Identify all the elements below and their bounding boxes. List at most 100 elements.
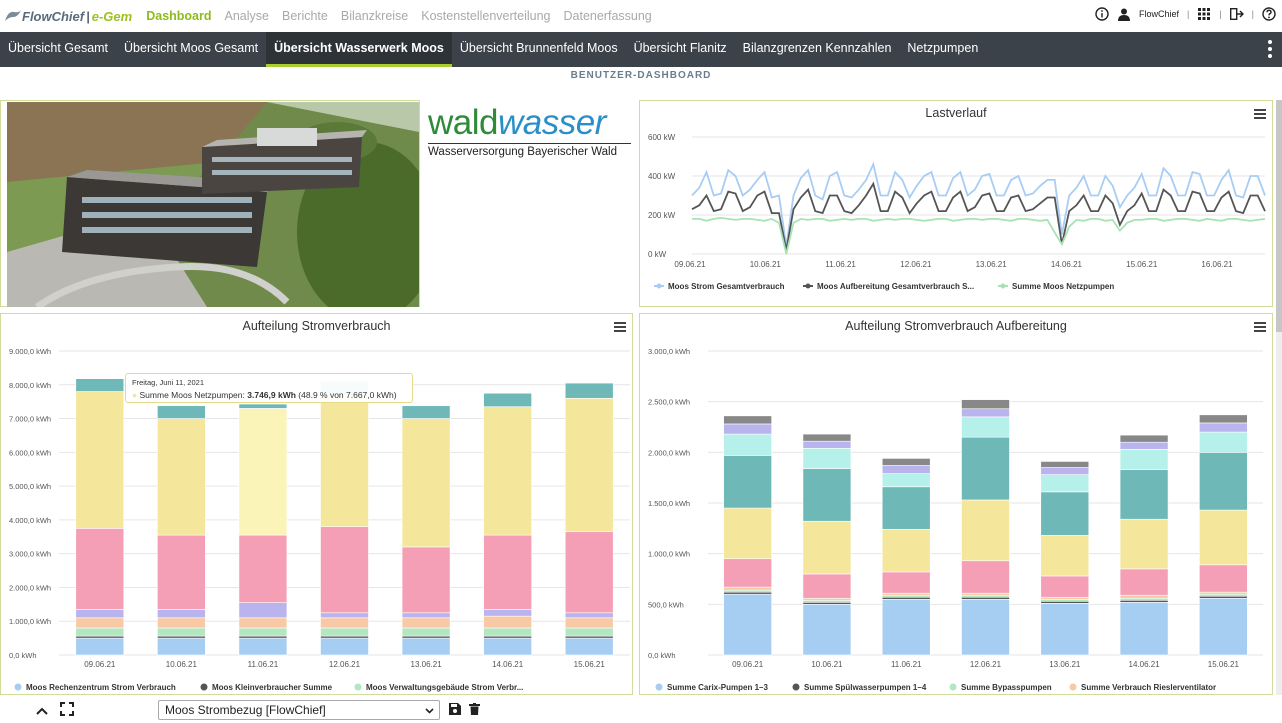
legend-marker (655, 683, 663, 691)
bar-segment (401, 612, 451, 619)
bar-segment (1199, 452, 1248, 511)
bar-segment (1119, 602, 1169, 656)
bar-segment (238, 635, 288, 639)
logout-icon[interactable] (1229, 7, 1244, 21)
chart-menu-icon[interactable] (1254, 109, 1266, 121)
lastverlauf-chart: 600 kW 400 kW 200 kW 0 kW 09.06.21 10.06.21 11… (648, 133, 1266, 291)
y-tick-label: 2.000,0 kWh (9, 583, 51, 592)
top-nav: Dashboard Analyse Berichte Bilanzkreise … (146, 9, 665, 23)
legend-label: Moos Strom Gesamtverbrauch (668, 282, 785, 291)
bar-segment (723, 423, 772, 435)
bar-segment (1119, 599, 1169, 603)
bar-segment (1040, 603, 1090, 656)
bar-segment (881, 458, 931, 466)
tab-uebersicht-flanitz[interactable]: Übersicht Flanitz (633, 41, 727, 55)
y-tick-label: 4.000,0 kWh (9, 516, 51, 525)
x-tick-label: 15.06.21 (1208, 660, 1240, 669)
bar-segment (723, 507, 772, 560)
bar-segment (961, 399, 1010, 410)
stromverbrauch-title: Aufteilung Stromverbrauch (242, 319, 391, 333)
aufbereitung-chart: 3.000,0 kWh 2.500,0 kWh 2.000,0 kWh 1.500,0… (648, 347, 1263, 692)
chart-menu-icon[interactable] (614, 322, 626, 334)
legend-label: Moos Verwaltungsgebäude Strom Verbr... (366, 683, 523, 692)
bar-segment (802, 573, 852, 599)
bar-segment (401, 617, 451, 629)
aufbereitung-title: Aufteilung Stromverbrauch Aufbereitung (845, 319, 1067, 333)
bar-segment (1119, 434, 1169, 443)
stromverbrauch-chart: 9.000,0 kWh 8.000,0 kWh 7.000,0 kWh 6.000,0… (9, 347, 630, 692)
bar-segment (802, 447, 852, 469)
bar-segment (483, 627, 532, 637)
info-icon[interactable] (1095, 7, 1109, 21)
top-right-tools: FlowChief | | | (1095, 7, 1276, 21)
topnav-bilanzkreise[interactable]: Bilanzkreise (340, 9, 409, 23)
chart-tooltip: Freitag, Juni 11, 2021 ● Summe Moos Netz… (125, 373, 413, 403)
y-tick-label: 3.000,0 kWh (648, 347, 690, 356)
y-tick-label: 0,0 kWh (648, 651, 676, 660)
chevron-up-icon[interactable] (36, 703, 48, 721)
bar-segment (157, 617, 206, 629)
bar-segment (1199, 593, 1248, 597)
user-name[interactable]: FlowChief (1138, 9, 1179, 19)
bar-segment (1199, 431, 1248, 453)
tooltip-date: Freitag, Juni 11, 2021 (132, 378, 204, 387)
bar-segment (238, 637, 288, 656)
divider: | (1251, 9, 1254, 19)
bar-segment (961, 598, 1010, 656)
save-icon[interactable] (449, 702, 461, 720)
tab-uebersicht-brunnenfeld-moos[interactable]: Übersicht Brunnenfeld Moos (459, 41, 618, 55)
x-tick-label: 10.06.21 (166, 660, 198, 669)
bar-segment (961, 594, 1010, 598)
bar-segment (157, 418, 206, 536)
bar-segment (1119, 441, 1169, 450)
bar-segment (320, 637, 369, 656)
tab-bilanzgrenzen-kennzahlen[interactable]: Bilanzgrenzen Kennzahlen (742, 41, 892, 55)
bar-segment (564, 397, 614, 533)
bar-segment (75, 609, 125, 619)
y-tick-label: 2.000,0 kWh (648, 448, 690, 457)
topnav-analyse[interactable]: Analyse (224, 9, 269, 23)
bar-segment (320, 617, 369, 629)
apps-grid-icon[interactable] (1197, 7, 1211, 21)
bar-segment (802, 468, 852, 522)
stromverbrauch-panel: Aufteilung Stromverbrauch 9.000,0 kWh 8.0… (0, 313, 633, 695)
trash-icon[interactable] (469, 702, 480, 720)
help-icon[interactable] (1262, 7, 1276, 21)
tab-uebersicht-moos-gesamt[interactable]: Übersicht Moos Gesamt (124, 41, 259, 55)
bar-segment (1040, 535, 1090, 577)
fullscreen-icon[interactable] (60, 702, 74, 721)
bar-segment (881, 596, 931, 600)
tab-uebersicht-wasserwerk-moos[interactable]: Übersicht Wasserwerk Moos (266, 32, 452, 67)
dashboard-subtitle: BENUTZER-DASHBOARD (570, 70, 712, 81)
bar-segment (881, 465, 931, 474)
app-logo[interactable]: FlowChief | e-Gem (4, 9, 132, 24)
source-select[interactable]: Moos Strombezug [FlowChief] (158, 700, 440, 720)
legend-marker (14, 683, 22, 691)
topnav-dashboard[interactable]: Dashboard (146, 9, 212, 23)
bar-segment (881, 594, 931, 598)
tab-uebersicht-gesamt[interactable]: Übersicht Gesamt (8, 41, 109, 55)
legend-label: Summe Bypasspumpen (961, 683, 1052, 692)
topnav-berichte[interactable]: Berichte (282, 9, 328, 23)
bar-segment (483, 635, 532, 639)
chart-menu-icon[interactable] (1254, 322, 1266, 334)
tab-netzpumpen[interactable]: Netzpumpen (907, 41, 979, 55)
bar-segment (483, 534, 532, 610)
bar-segment (1119, 469, 1169, 520)
bar-segment (961, 408, 1010, 418)
page-scrollbar[interactable] (1276, 100, 1282, 695)
more-vertical-icon[interactable] (1268, 40, 1272, 63)
logo-wald: wald (428, 103, 498, 142)
bar-segment (1199, 595, 1248, 599)
legend-marker (1069, 683, 1077, 691)
legend-marker (1000, 283, 1006, 289)
bar-segment (1040, 491, 1090, 536)
bar-segment (238, 627, 288, 637)
bar-segment (320, 526, 369, 614)
topnav-datenerfassung[interactable]: Datenerfassung (563, 9, 652, 23)
topnav-kostenstellenverteilung[interactable]: Kostenstellenverteilung (421, 9, 551, 23)
bar-segment (75, 391, 125, 529)
user-icon[interactable] (1117, 7, 1131, 21)
bar-segment (961, 596, 1010, 600)
y-tick-label: 1.000,0 kWh (9, 617, 51, 626)
